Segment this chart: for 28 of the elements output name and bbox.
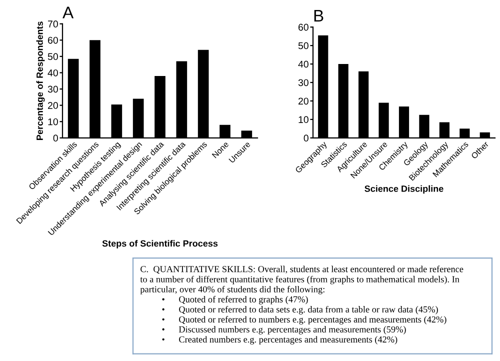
text: • Quoted of referred to graphs (47%): [162, 296, 308, 304]
chart-title: A: [62, 6, 74, 18]
text: C. QUANTITATIVE SKILLS: Overall, students at least encountered or made reference: [140, 266, 464, 274]
y-tick-label: 20: [298, 98, 308, 105]
text: • Created numbers e.g. percentages and measurements (42%): [162, 336, 398, 344]
y-tick-label: 30: [298, 79, 308, 86]
text: • Quoted or referred to numbers e.g. percentages and measurements (42%): [162, 316, 446, 324]
y-tick-label: 40: [48, 69, 58, 76]
y-tick-label: 10: [48, 118, 58, 126]
y-tick-label: 40: [298, 60, 308, 68]
y-tick-label: 30: [48, 86, 58, 93]
y-tick-label: 60: [48, 36, 58, 44]
text: particular, over 40% of students did the following:: [140, 286, 324, 294]
y-tick-label: 0: [53, 134, 58, 142]
y-tick-label: 0: [304, 134, 308, 142]
text: • Quoted or referred to data sets e.g. data from a table or raw data (45%): [162, 306, 438, 314]
text: to a number of different quantitative features (from graphs to mathematical models). In: [140, 276, 460, 284]
y-axis-title: Percentage of Respondents: [36, 22, 45, 140]
y-tick-label: 60: [298, 24, 308, 31]
chart-title: B: [314, 10, 324, 22]
y-tick-label: 70: [48, 20, 58, 28]
y-tick-label: 10: [298, 116, 308, 124]
x-axis-title: Science Discipline: [364, 185, 444, 194]
x-axis-title: Steps of Scientific Process: [102, 240, 218, 248]
y-tick-label: 50: [48, 53, 58, 60]
y-tick-label: 20: [48, 102, 58, 109]
y-tick-label: 50: [298, 42, 308, 50]
text: • Discussed numbers e.g. percentages and measurements (59%): [162, 326, 406, 334]
